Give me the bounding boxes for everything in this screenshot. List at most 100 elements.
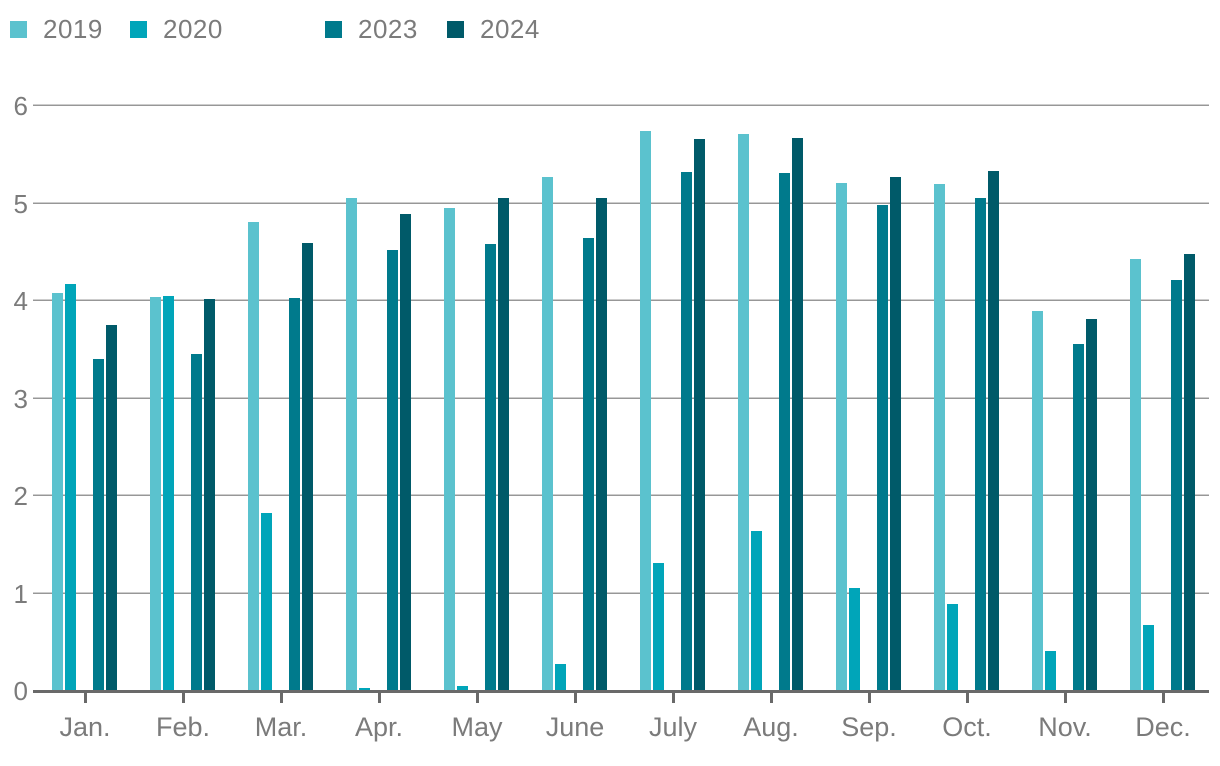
- legend-label-2024: 2024: [480, 14, 540, 44]
- bar-2019-jan[interactable]: [52, 293, 63, 691]
- x-axis-label-oct: Oct.: [942, 712, 992, 742]
- x-axis-label-may: May: [451, 712, 503, 742]
- bar-2019-may[interactable]: [444, 208, 455, 691]
- x-axis-tick-feb: [182, 693, 185, 703]
- bar-2023-may[interactable]: [485, 244, 496, 691]
- x-axis-tick-apr: [378, 693, 381, 703]
- bar-2019-aug[interactable]: [738, 134, 749, 691]
- bar-2019-apr[interactable]: [346, 198, 357, 691]
- bar-2019-sep[interactable]: [836, 183, 847, 691]
- bar-2024-may[interactable]: [498, 198, 509, 691]
- y-axis-label-4: 4: [13, 286, 28, 316]
- x-axis-label-dec: Dec.: [1135, 712, 1191, 742]
- legend-swatch-2023: [325, 20, 342, 38]
- y-axis-label-1: 1: [13, 578, 28, 609]
- x-axis-label-aug: Aug.: [743, 712, 799, 742]
- bar-2020-nov[interactable]: [1045, 651, 1056, 691]
- y-axis-label-3: 3: [13, 383, 28, 414]
- legend-item-2019[interactable]: 2019: [10, 16, 103, 42]
- legend-item-2024[interactable]: 2024: [447, 16, 540, 42]
- legend-item-2020[interactable]: 2020: [130, 16, 223, 42]
- x-axis-tick-sep: [868, 693, 871, 703]
- gridline-6: [33, 104, 1209, 106]
- bar-2020-july[interactable]: [653, 563, 664, 691]
- bar-2023-jan[interactable]: [93, 359, 104, 691]
- x-axis-tick-may: [476, 693, 479, 703]
- bar-2019-june[interactable]: [542, 177, 553, 691]
- bar-2020-may[interactable]: [457, 686, 468, 691]
- x-axis-tick-july: [672, 693, 675, 703]
- x-axis-tick-nov: [1064, 693, 1067, 703]
- legend-swatch-2019: [10, 20, 27, 38]
- legend-item-2023[interactable]: 2023: [325, 16, 418, 42]
- gridline-5: [33, 201, 1209, 204]
- bar-2020-feb[interactable]: [163, 296, 174, 691]
- bar-2024-apr[interactable]: [400, 214, 411, 691]
- x-axis-tick-jan: [84, 693, 87, 703]
- bar-2024-mar[interactable]: [302, 243, 313, 691]
- x-axis-line: [33, 690, 1209, 693]
- x-axis-label-sep: Sep.: [841, 712, 897, 742]
- bar-2020-oct[interactable]: [947, 604, 958, 691]
- y-axis-label-5: 5: [13, 188, 28, 219]
- bar-2024-june[interactable]: [596, 198, 607, 691]
- y-axis-label-6: 6: [13, 91, 28, 121]
- x-axis-label-mar: Mar.: [254, 712, 308, 742]
- bar-2020-sep[interactable]: [849, 588, 860, 691]
- bar-2023-july[interactable]: [681, 172, 692, 691]
- bar-2020-apr[interactable]: [359, 688, 370, 691]
- y-axis-label-0: 0: [13, 676, 28, 706]
- bar-2020-mar[interactable]: [261, 513, 272, 691]
- gridline-2: [33, 494, 1209, 496]
- legend-label-2020: 2020: [163, 14, 223, 44]
- x-axis-tick-dec: [1162, 693, 1165, 703]
- x-axis-label-apr: Apr.: [354, 712, 404, 742]
- bar-2024-jan[interactable]: [106, 325, 117, 691]
- legend-label-2023: 2023: [358, 14, 418, 44]
- bar-2020-dec[interactable]: [1143, 625, 1154, 691]
- bar-2024-feb[interactable]: [204, 299, 215, 691]
- bar-2023-june[interactable]: [583, 238, 594, 691]
- x-axis-label-july: July: [648, 712, 697, 742]
- gridline-3: [33, 396, 1209, 399]
- bar-2019-oct[interactable]: [934, 184, 945, 691]
- gridline-1: [33, 591, 1209, 594]
- bar-2019-july[interactable]: [640, 131, 651, 691]
- x-axis-tick-june: [574, 693, 577, 703]
- x-axis-tick-mar: [280, 693, 283, 703]
- y-axis-label-2: 2: [13, 481, 28, 511]
- bar-2023-dec[interactable]: [1171, 280, 1182, 691]
- x-axis-label-june: June: [545, 712, 605, 742]
- legend-swatch-2024: [447, 20, 464, 38]
- bar-2023-feb[interactable]: [191, 354, 202, 691]
- bar-2024-aug[interactable]: [792, 138, 803, 691]
- gridline-4: [33, 299, 1209, 301]
- bar-2020-jan[interactable]: [65, 284, 76, 691]
- chart-legend: 2019 2020 2023 2024: [0, 0, 1220, 50]
- bar-2023-nov[interactable]: [1073, 344, 1084, 691]
- x-axis-tick-oct: [966, 693, 969, 703]
- legend-swatch-2020: [130, 20, 147, 38]
- bar-2019-feb[interactable]: [150, 297, 161, 691]
- bar-2023-aug[interactable]: [779, 173, 790, 691]
- bar-2019-dec[interactable]: [1130, 259, 1141, 691]
- x-axis-label-jan: Jan.: [59, 712, 111, 742]
- bar-2020-june[interactable]: [555, 664, 566, 691]
- bar-2024-july[interactable]: [694, 139, 705, 691]
- bar-2023-oct[interactable]: [975, 198, 986, 691]
- x-axis-label-nov: Nov.: [1038, 712, 1092, 742]
- bar-2019-mar[interactable]: [248, 222, 259, 691]
- bar-2020-aug[interactable]: [751, 531, 762, 691]
- bar-2019-nov[interactable]: [1032, 311, 1043, 691]
- bar-2024-sep[interactable]: [890, 177, 901, 691]
- bar-2024-dec[interactable]: [1184, 254, 1195, 691]
- bar-2024-oct[interactable]: [988, 171, 999, 691]
- bar-2023-sep[interactable]: [877, 205, 888, 691]
- x-axis-label-feb: Feb.: [155, 712, 211, 742]
- bar-2023-mar[interactable]: [289, 298, 300, 691]
- bar-2024-nov[interactable]: [1086, 319, 1097, 691]
- legend-label-2019: 2019: [43, 14, 103, 44]
- bar-2023-apr[interactable]: [387, 250, 398, 691]
